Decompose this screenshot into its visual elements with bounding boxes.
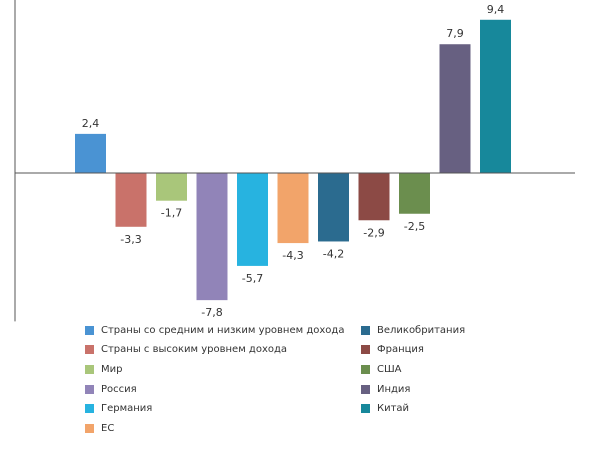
- legend-label: ЕС: [101, 423, 115, 434]
- legend-label: Великобритания: [377, 324, 466, 336]
- bar: [196, 173, 228, 301]
- legend-item: Китай: [361, 402, 409, 416]
- bar: [156, 173, 187, 201]
- legend-label: Страны со средним и низким уровнем доход…: [101, 324, 345, 336]
- legend-item: Страны с высоким уровнем дохода: [85, 343, 287, 357]
- bar-value-label: -4,3: [282, 249, 303, 262]
- bar: [399, 173, 430, 214]
- legend-label: Индия: [377, 383, 411, 395]
- bar: [237, 173, 268, 266]
- legend-label: Россия: [101, 383, 137, 395]
- bar: [480, 19, 511, 174]
- bar: [318, 173, 349, 242]
- bar-value-label: 7,9: [446, 27, 464, 40]
- legend-label: Германия: [101, 403, 153, 415]
- bar-value-label: -4,2: [323, 247, 344, 260]
- bar-value-label: -5,7: [242, 272, 263, 285]
- legend-label: США: [377, 363, 402, 375]
- legend-item: Индия: [361, 382, 410, 396]
- legend-swatch: [361, 364, 370, 374]
- legend-item: США: [361, 362, 402, 376]
- bar-value-label: 9,4: [487, 3, 505, 16]
- bar: [277, 173, 309, 244]
- legend-label: Китай: [377, 403, 410, 415]
- legend-swatch: [85, 325, 94, 335]
- legend-swatch: [85, 404, 94, 414]
- legend-item: Франция: [361, 343, 424, 357]
- legend-swatch: [85, 345, 94, 355]
- bar-value-label: -2,9: [363, 226, 384, 239]
- legend-item: Германия: [85, 402, 152, 416]
- legend-swatch: [361, 404, 370, 414]
- legend-item: Страны со средним и низким уровнем доход…: [85, 323, 344, 337]
- legend-swatch: [361, 345, 370, 355]
- bar: [439, 44, 471, 174]
- bar-value-label: -1,7: [161, 207, 182, 220]
- bar: [358, 173, 390, 221]
- legend-item: Россия: [85, 382, 137, 396]
- legend-swatch: [361, 384, 370, 394]
- legend-swatch: [85, 424, 94, 433]
- legend-item: ЕС: [85, 422, 114, 436]
- legend-label: Страны с высоким уровнем дохода: [101, 344, 288, 356]
- legend-item: Мир: [85, 362, 122, 376]
- bar-value-label: -7,8: [201, 306, 222, 319]
- bar: [115, 173, 147, 227]
- legend-item: Великобритания: [361, 323, 465, 337]
- legend-label: Мир: [101, 363, 123, 375]
- legend-swatch: [85, 384, 94, 394]
- bar-value-label: 2,4: [82, 117, 100, 130]
- bar-value-label: -2,5: [404, 220, 425, 233]
- legend-label: Франция: [377, 344, 424, 356]
- bar-value-label: -3,3: [120, 233, 141, 246]
- legend-swatch: [361, 325, 370, 335]
- legend-swatch: [85, 364, 94, 374]
- bar: [75, 133, 106, 173]
